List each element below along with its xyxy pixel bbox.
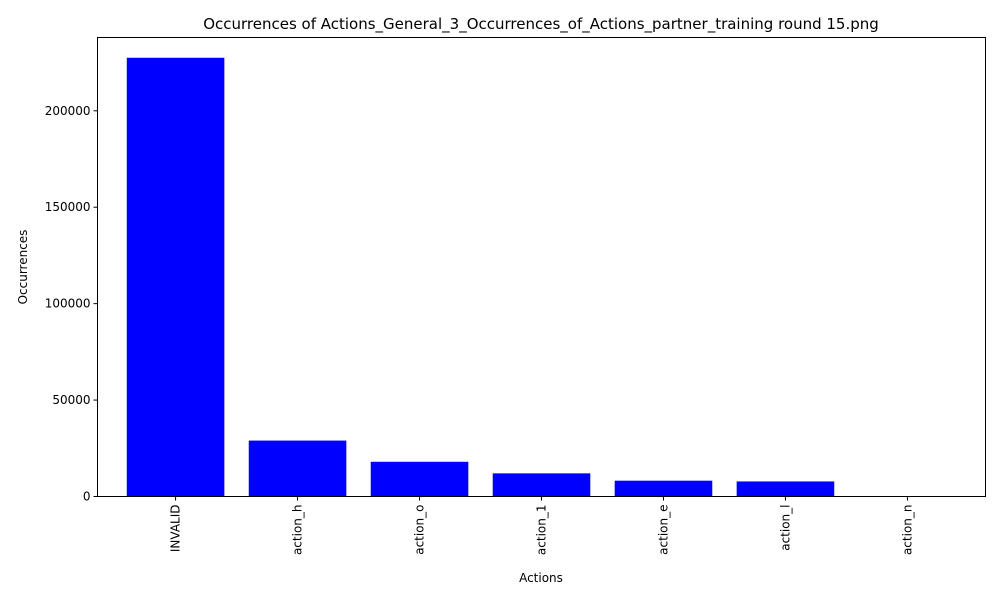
y-tick-label: 200000	[45, 104, 91, 118]
y-tick-label: 0	[83, 490, 91, 504]
y-tick-label: 50000	[52, 393, 90, 407]
chart-title: Occurrences of Actions_General_3_Occurre…	[203, 15, 879, 34]
y-tick-label: 100000	[45, 297, 91, 311]
x-tick-label: action_1	[535, 505, 549, 556]
bar-action-l	[736, 481, 835, 497]
x-tick-label: action_o	[413, 505, 427, 555]
bar-action-1	[492, 473, 591, 497]
bar-invalid	[126, 57, 225, 497]
y-tick-label: 150000	[45, 200, 91, 214]
y-axis-label: Occurrences	[16, 230, 30, 305]
bar-action-h	[248, 440, 347, 497]
bar-action-o	[370, 461, 469, 497]
x-tick-label: action_n	[900, 505, 914, 556]
x-tick-label: INVALID	[169, 505, 183, 553]
x-tick-label: action_h	[291, 505, 305, 556]
plot-frame	[97, 37, 986, 497]
ticks-layer: INVALID action_h action_o action_1 action_e a…	[45, 104, 915, 555]
bars-layer	[126, 57, 835, 497]
x-tick-label: action_e	[656, 505, 670, 555]
x-axis-label: Actions	[519, 571, 563, 585]
bar-action-e	[614, 480, 713, 497]
x-tick-label: action_l	[778, 505, 792, 551]
